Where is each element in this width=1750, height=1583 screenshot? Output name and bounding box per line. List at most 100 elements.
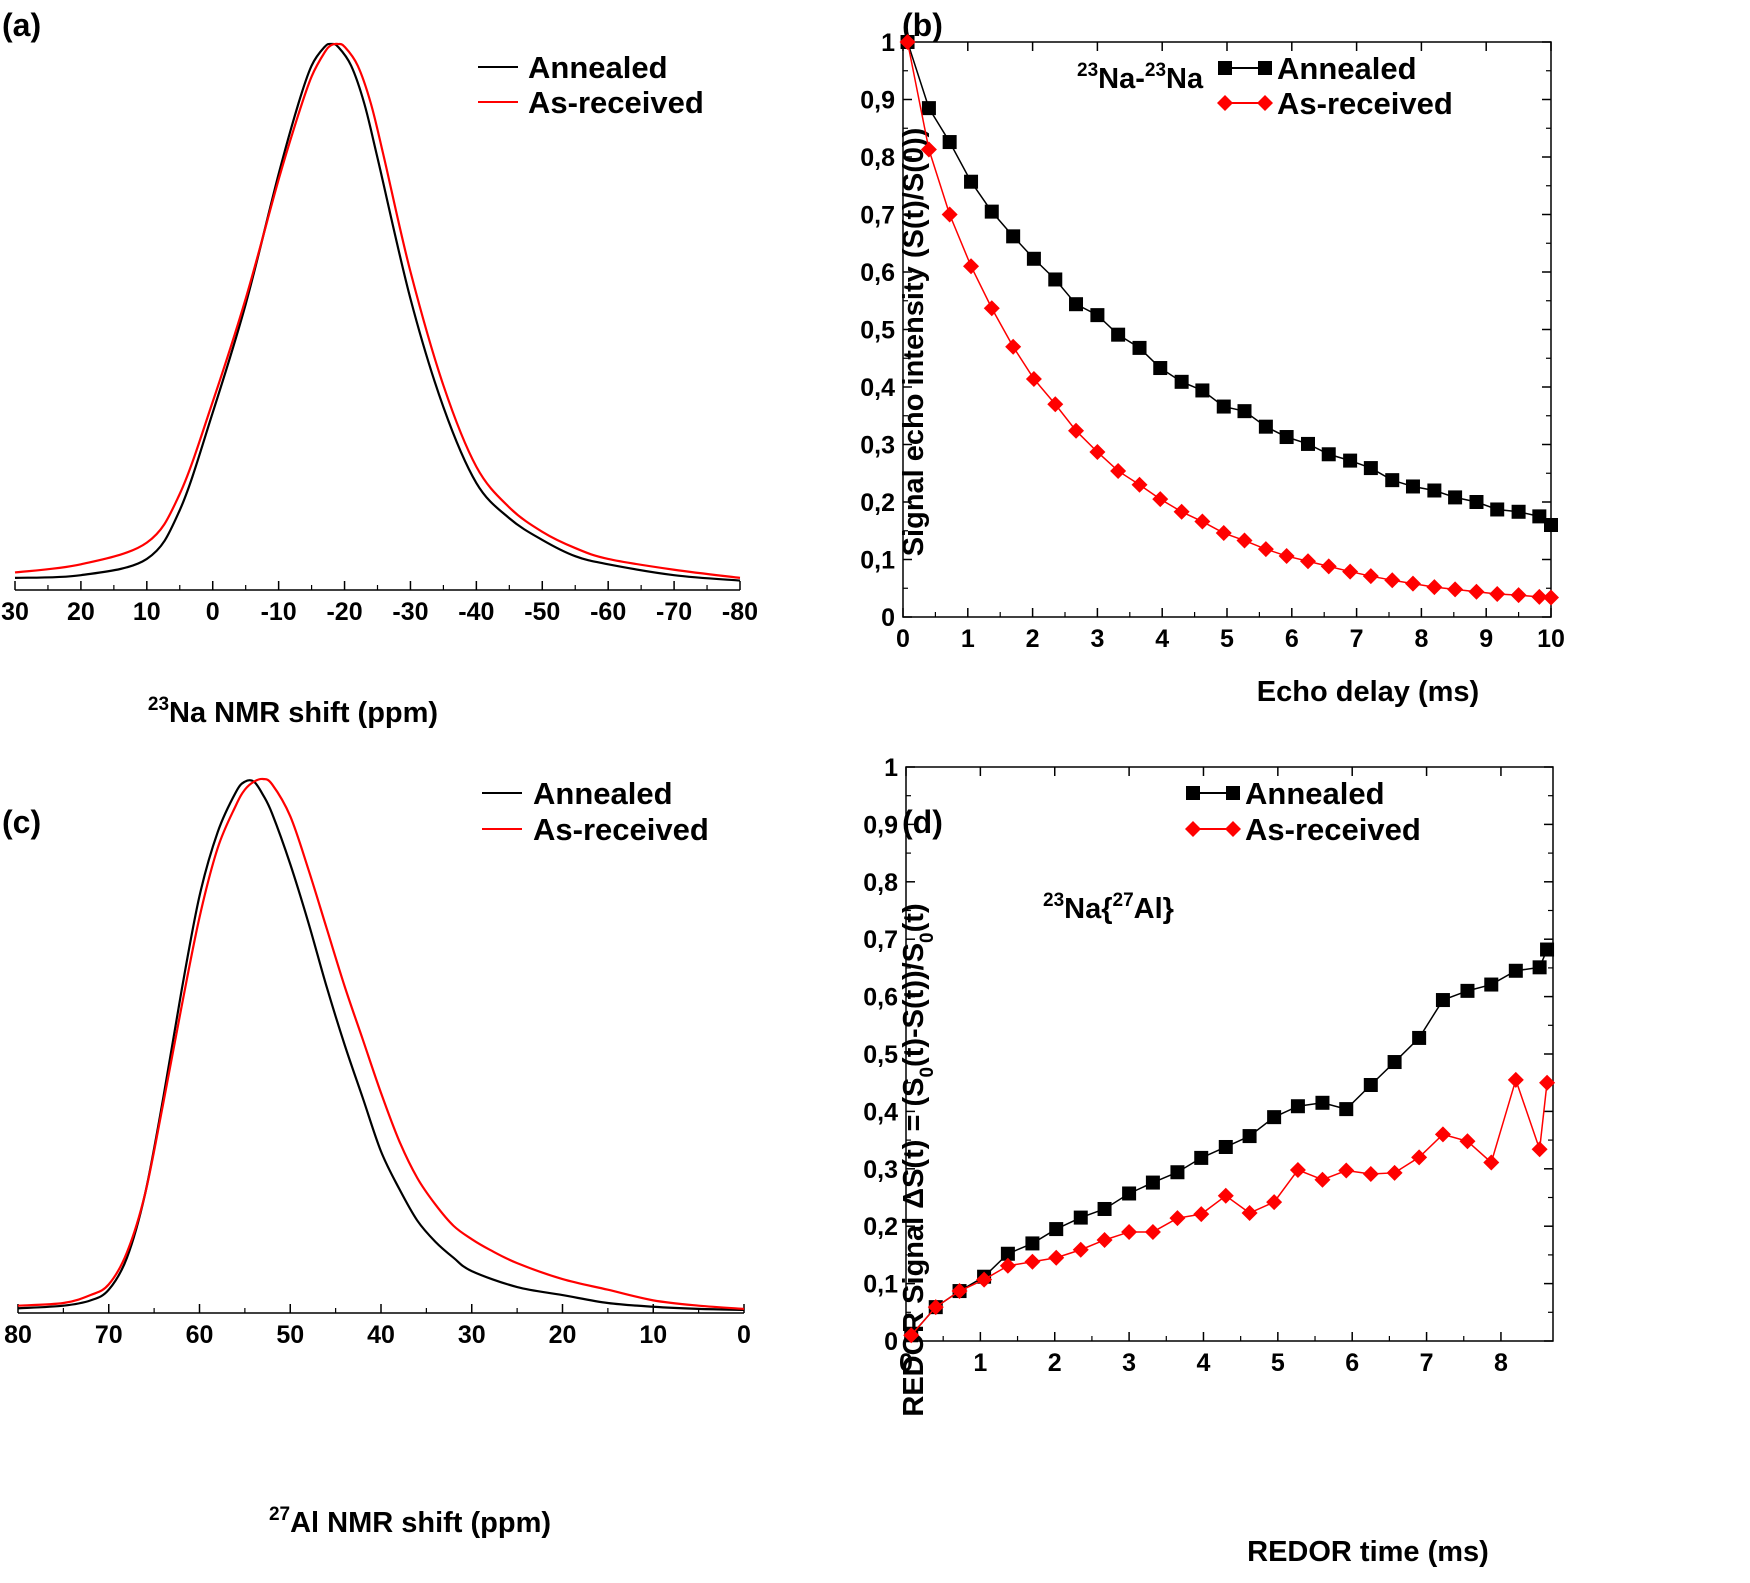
data-point-annealed	[1006, 229, 1021, 244]
x-tick-label: -40	[458, 598, 494, 626]
data-point-as-received	[927, 1299, 944, 1316]
x-tick-label: 5	[1220, 625, 1234, 653]
y-tick-label: 0,3	[863, 1156, 898, 1184]
y-tick-label: 1	[884, 754, 898, 782]
x-tick-label: 8	[1414, 625, 1428, 653]
data-point-as-received	[1089, 443, 1106, 460]
data-point-as-received	[1266, 1194, 1283, 1211]
x-tick-label: 6	[1285, 625, 1299, 653]
data-point-as-received	[1068, 422, 1085, 439]
x-tick-label: 50	[276, 1321, 304, 1349]
x-tick-label: -10	[261, 598, 297, 626]
data-point-as-received	[1289, 1161, 1306, 1178]
data-point-annealed	[1194, 1150, 1209, 1165]
x-tick-label: 1	[973, 1349, 987, 1377]
data-point-as-received	[1193, 1206, 1210, 1223]
x-tick-label: 8	[1494, 1349, 1508, 1377]
data-point-annealed	[1405, 479, 1420, 494]
panel-a-x-axis-title: 23Na NMR shift (ppm)	[148, 694, 438, 729]
y-tick-label: 0,6	[860, 259, 895, 287]
x-tick-label: 7	[1350, 625, 1364, 653]
legend-marker	[1258, 61, 1272, 75]
y-tick-label: 0,7	[863, 926, 898, 954]
data-point-annealed	[1026, 251, 1041, 266]
x-tick-label: 3	[1090, 625, 1104, 653]
x-tick-label: 5	[1271, 1349, 1285, 1377]
data-point-as-received	[1338, 1162, 1355, 1179]
data-point-as-received	[1025, 370, 1042, 387]
x-tick-label: 9	[1479, 625, 1493, 653]
data-point-annealed	[1195, 383, 1210, 398]
legend-marker	[1226, 786, 1240, 800]
data-point-as-received	[1386, 1164, 1403, 1181]
data-point-annealed	[1122, 1186, 1137, 1201]
data-point-annealed	[1385, 473, 1400, 488]
data-point-as-received	[1152, 491, 1169, 508]
y-tick-label: 0	[884, 1328, 898, 1356]
panel-d-inset-label: 23Na{27Al}	[1043, 890, 1174, 925]
data-point-as-received	[1236, 532, 1253, 549]
legend-label: Annealed	[1277, 51, 1417, 86]
data-point-annealed	[1290, 1099, 1305, 1114]
data-point-as-received	[1241, 1204, 1258, 1221]
data-point-as-received	[1278, 548, 1295, 565]
panel-d-redor: (d) 23Na{27Al} REDOR time (ms) REDOR Sig…	[863, 754, 1556, 1568]
data-point-as-received	[963, 258, 980, 275]
series-line-as-received	[906, 41, 1540, 598]
legend-label: Annealed	[528, 50, 668, 85]
data-point-as-received	[1047, 396, 1064, 413]
data-point-annealed	[1387, 1055, 1402, 1070]
y-tick-label: 1	[881, 29, 895, 57]
legend-marker	[1225, 821, 1241, 837]
legend-label: As-received	[528, 85, 704, 120]
data-point-annealed	[1339, 1102, 1354, 1117]
panel-label-d: (d)	[902, 804, 943, 840]
data-point-annealed	[1237, 404, 1252, 419]
y-tick-label: 0,9	[860, 87, 895, 115]
y-tick-label: 0,5	[863, 1041, 898, 1069]
y-tick-label: 0,6	[863, 984, 898, 1012]
data-point-as-received	[1215, 525, 1232, 542]
y-tick-label: 0,1	[860, 547, 895, 575]
data-point-as-received	[1131, 476, 1148, 493]
x-tick-label: 10	[1537, 625, 1565, 653]
data-point-as-received	[1459, 1133, 1476, 1150]
x-tick-label: 4	[1197, 1349, 1211, 1377]
data-point-as-received	[920, 141, 937, 158]
data-point-annealed	[1073, 1210, 1088, 1225]
x-tick-label: 60	[186, 1321, 214, 1349]
data-point-as-received	[1320, 558, 1337, 575]
panel-a-spectrum-na: (a) 23Na NMR shift (ppm) 30 20 10 0 -10 -20 -3…	[1, 7, 758, 729]
y-tick-label: 0,7	[860, 202, 895, 230]
x-tick-label: 70	[95, 1321, 123, 1349]
data-point-annealed	[1511, 504, 1526, 519]
data-point-as-received	[1489, 586, 1506, 602]
data-point-annealed	[1258, 419, 1273, 434]
x-tick-label: 20	[67, 598, 95, 626]
x-tick-label: 0	[899, 1349, 913, 1377]
x-tick-label: -20	[326, 598, 362, 626]
data-point-annealed	[1097, 1201, 1112, 1216]
panel-label-c: (c)	[2, 804, 41, 840]
data-point-as-received	[1384, 572, 1401, 589]
x-tick-label: -50	[524, 598, 560, 626]
legend-label: Annealed	[533, 776, 673, 811]
data-point-as-received	[983, 300, 1000, 317]
y-tick-label: 0,2	[863, 1213, 898, 1241]
data-point-as-received	[1024, 1253, 1041, 1270]
data-point-as-received	[1217, 1187, 1234, 1204]
data-point-annealed	[1435, 993, 1450, 1008]
data-point-annealed	[1267, 1110, 1282, 1125]
x-tick-label: -30	[392, 598, 428, 626]
data-point-annealed	[1000, 1246, 1015, 1261]
data-point-as-received	[1257, 541, 1274, 558]
data-point-annealed	[1174, 374, 1189, 389]
x-tick-label: 3	[1122, 1349, 1136, 1377]
data-point-as-received	[1300, 553, 1316, 570]
y-tick-label: 0,2	[860, 489, 895, 517]
x-tick-label: 1	[961, 625, 975, 653]
